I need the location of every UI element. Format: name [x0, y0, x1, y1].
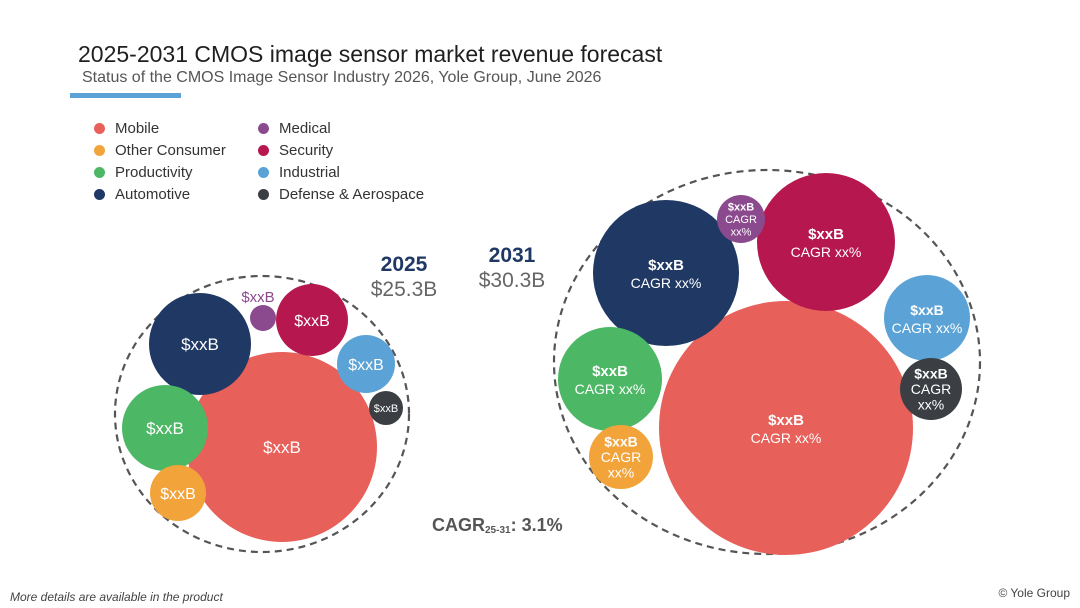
bubble-other-consumer-2031	[589, 425, 653, 489]
legend-swatch	[94, 123, 105, 134]
bubble-industrial-2025	[337, 335, 395, 393]
legend-swatch	[258, 123, 269, 134]
bubble-cagr-medical-2031-2: xx%	[731, 226, 752, 238]
bubble-mobile-2031	[659, 301, 913, 555]
bubble-cagr-productivity-2031: CAGR xx%	[575, 381, 646, 397]
footer-note: More details are available in the produc…	[10, 590, 223, 604]
bubble-value-mobile-2025: $xxB	[263, 438, 301, 457]
legend-swatch	[258, 145, 269, 156]
total-value-2031: $30.3B	[479, 269, 546, 292]
legend-label: Industrial	[279, 164, 340, 181]
legend-item-medical: Medical	[258, 120, 331, 137]
bubble-value-automotive-2025: $xxB	[181, 335, 219, 354]
bubble-group-2025: $xxB $xxB $xxB $xxB $xxB $xxB $xxB $xxB 2025$25.…	[113, 253, 438, 554]
chart-subtitle: Status of the CMOS Image Sensor Industry…	[82, 69, 602, 86]
bubble-cagr-medical-2031: CAGR	[725, 214, 757, 226]
bubble-security-2025	[276, 284, 348, 356]
year-label-2031: 2031	[489, 244, 536, 267]
bubble-defense-aerospace-2025	[369, 391, 403, 425]
bubble-industrial-2031	[884, 275, 970, 361]
overall-cagr-label: CAGR	[432, 515, 485, 535]
legend-label: Mobile	[115, 120, 160, 137]
legend-item-productivity: Productivity	[94, 164, 193, 181]
bubble-defense-aerospace-2031	[900, 358, 962, 420]
legend-label: Defense & Aerospace	[279, 186, 425, 203]
total-value-2025: $25.3B	[371, 278, 438, 301]
bubble-value-defense-aerospace-2031: $xxB	[914, 365, 947, 381]
legend-item-automotive: Automotive	[94, 186, 190, 203]
legend-label: Automotive	[115, 186, 191, 203]
bubble-cagr-mobile-2031: CAGR xx%	[751, 430, 822, 446]
bubble-value-productivity-2025: $xxB	[146, 419, 184, 438]
bubble-automotive-2025	[149, 293, 251, 395]
legend-swatch	[258, 167, 269, 178]
legend-item-mobile: Mobile	[94, 120, 159, 137]
legend-swatch	[94, 167, 105, 178]
legend-item-industrial: Industrial	[258, 164, 340, 181]
bubble-security-2031	[757, 173, 895, 311]
legend-label: Productivity	[115, 164, 193, 181]
bubble-automotive-2031	[593, 200, 739, 346]
bubble-value-medical-2025: $xxB	[241, 289, 274, 306]
bubble-productivity-2025	[122, 385, 208, 471]
bubble-value-security-2031: $xxB	[808, 226, 844, 243]
legend-label: Medical	[279, 120, 331, 137]
bubble-value-security-2025: $xxB	[294, 313, 330, 330]
total-outline-2031	[552, 168, 982, 556]
chart-title: 2025-2031 CMOS image sensor market reven…	[78, 41, 663, 67]
bubble-medical-2031	[717, 195, 765, 243]
legend-item-security: Security	[258, 142, 333, 159]
footer-copyright: © Yole Group	[998, 586, 1070, 600]
bubble-value-industrial-2025: $xxB	[348, 357, 384, 374]
year-label-2025: 2025	[381, 253, 428, 276]
bubble-value-other-consumer-2025: $xxB	[160, 486, 196, 503]
legend-label: Security	[279, 142, 334, 159]
bubble-value-automotive-2031: $xxB	[648, 257, 684, 274]
bubble-value-medical-2031: $xxB	[728, 202, 754, 214]
bubble-medical-2025	[250, 305, 276, 331]
bubble-cagr-security-2031: CAGR xx%	[791, 244, 862, 260]
bubble-value-other-consumer-2031: $xxB	[604, 433, 637, 449]
bubble-cagr-other-consumer-2031-2: xx%	[608, 465, 634, 481]
bubble-mobile-2025	[187, 352, 377, 542]
bubble-cagr-automotive-2031: CAGR xx%	[631, 275, 702, 291]
legend-item-other-consumer: Other Consumer	[94, 142, 226, 159]
bubble-value-productivity-2031: $xxB	[592, 363, 628, 380]
bubble-cagr-industrial-2031: CAGR xx%	[892, 320, 963, 336]
legend-swatch	[94, 189, 105, 200]
legend-swatch	[94, 145, 105, 156]
total-outline-2025	[113, 274, 411, 554]
bubble-value-industrial-2031: $xxB	[910, 302, 943, 318]
bubble-cagr-other-consumer-2031: CAGR	[601, 449, 641, 465]
legend-swatch	[258, 189, 269, 200]
bubble-cagr-defense-aerospace-2031: CAGR	[911, 381, 951, 397]
bubble-value-defense-aerospace-2025: $xxB	[374, 403, 398, 415]
legend-label: Other Consumer	[115, 142, 226, 159]
overall-cagr-period: 25-31	[485, 525, 511, 536]
bubble-productivity-2031	[558, 327, 662, 431]
bubble-value-mobile-2031: $xxB	[768, 412, 804, 429]
bubble-cagr-defense-aerospace-2031-2: xx%	[918, 397, 944, 413]
overall-cagr: CAGR25-31: 3.1%	[432, 515, 563, 536]
overall-cagr-value: : 3.1%	[510, 515, 563, 535]
bubble-other-consumer-2025	[150, 465, 206, 521]
title-accent-bar	[70, 93, 181, 98]
legend-item-defense-aerospace: Defense & Aerospace	[258, 186, 424, 203]
